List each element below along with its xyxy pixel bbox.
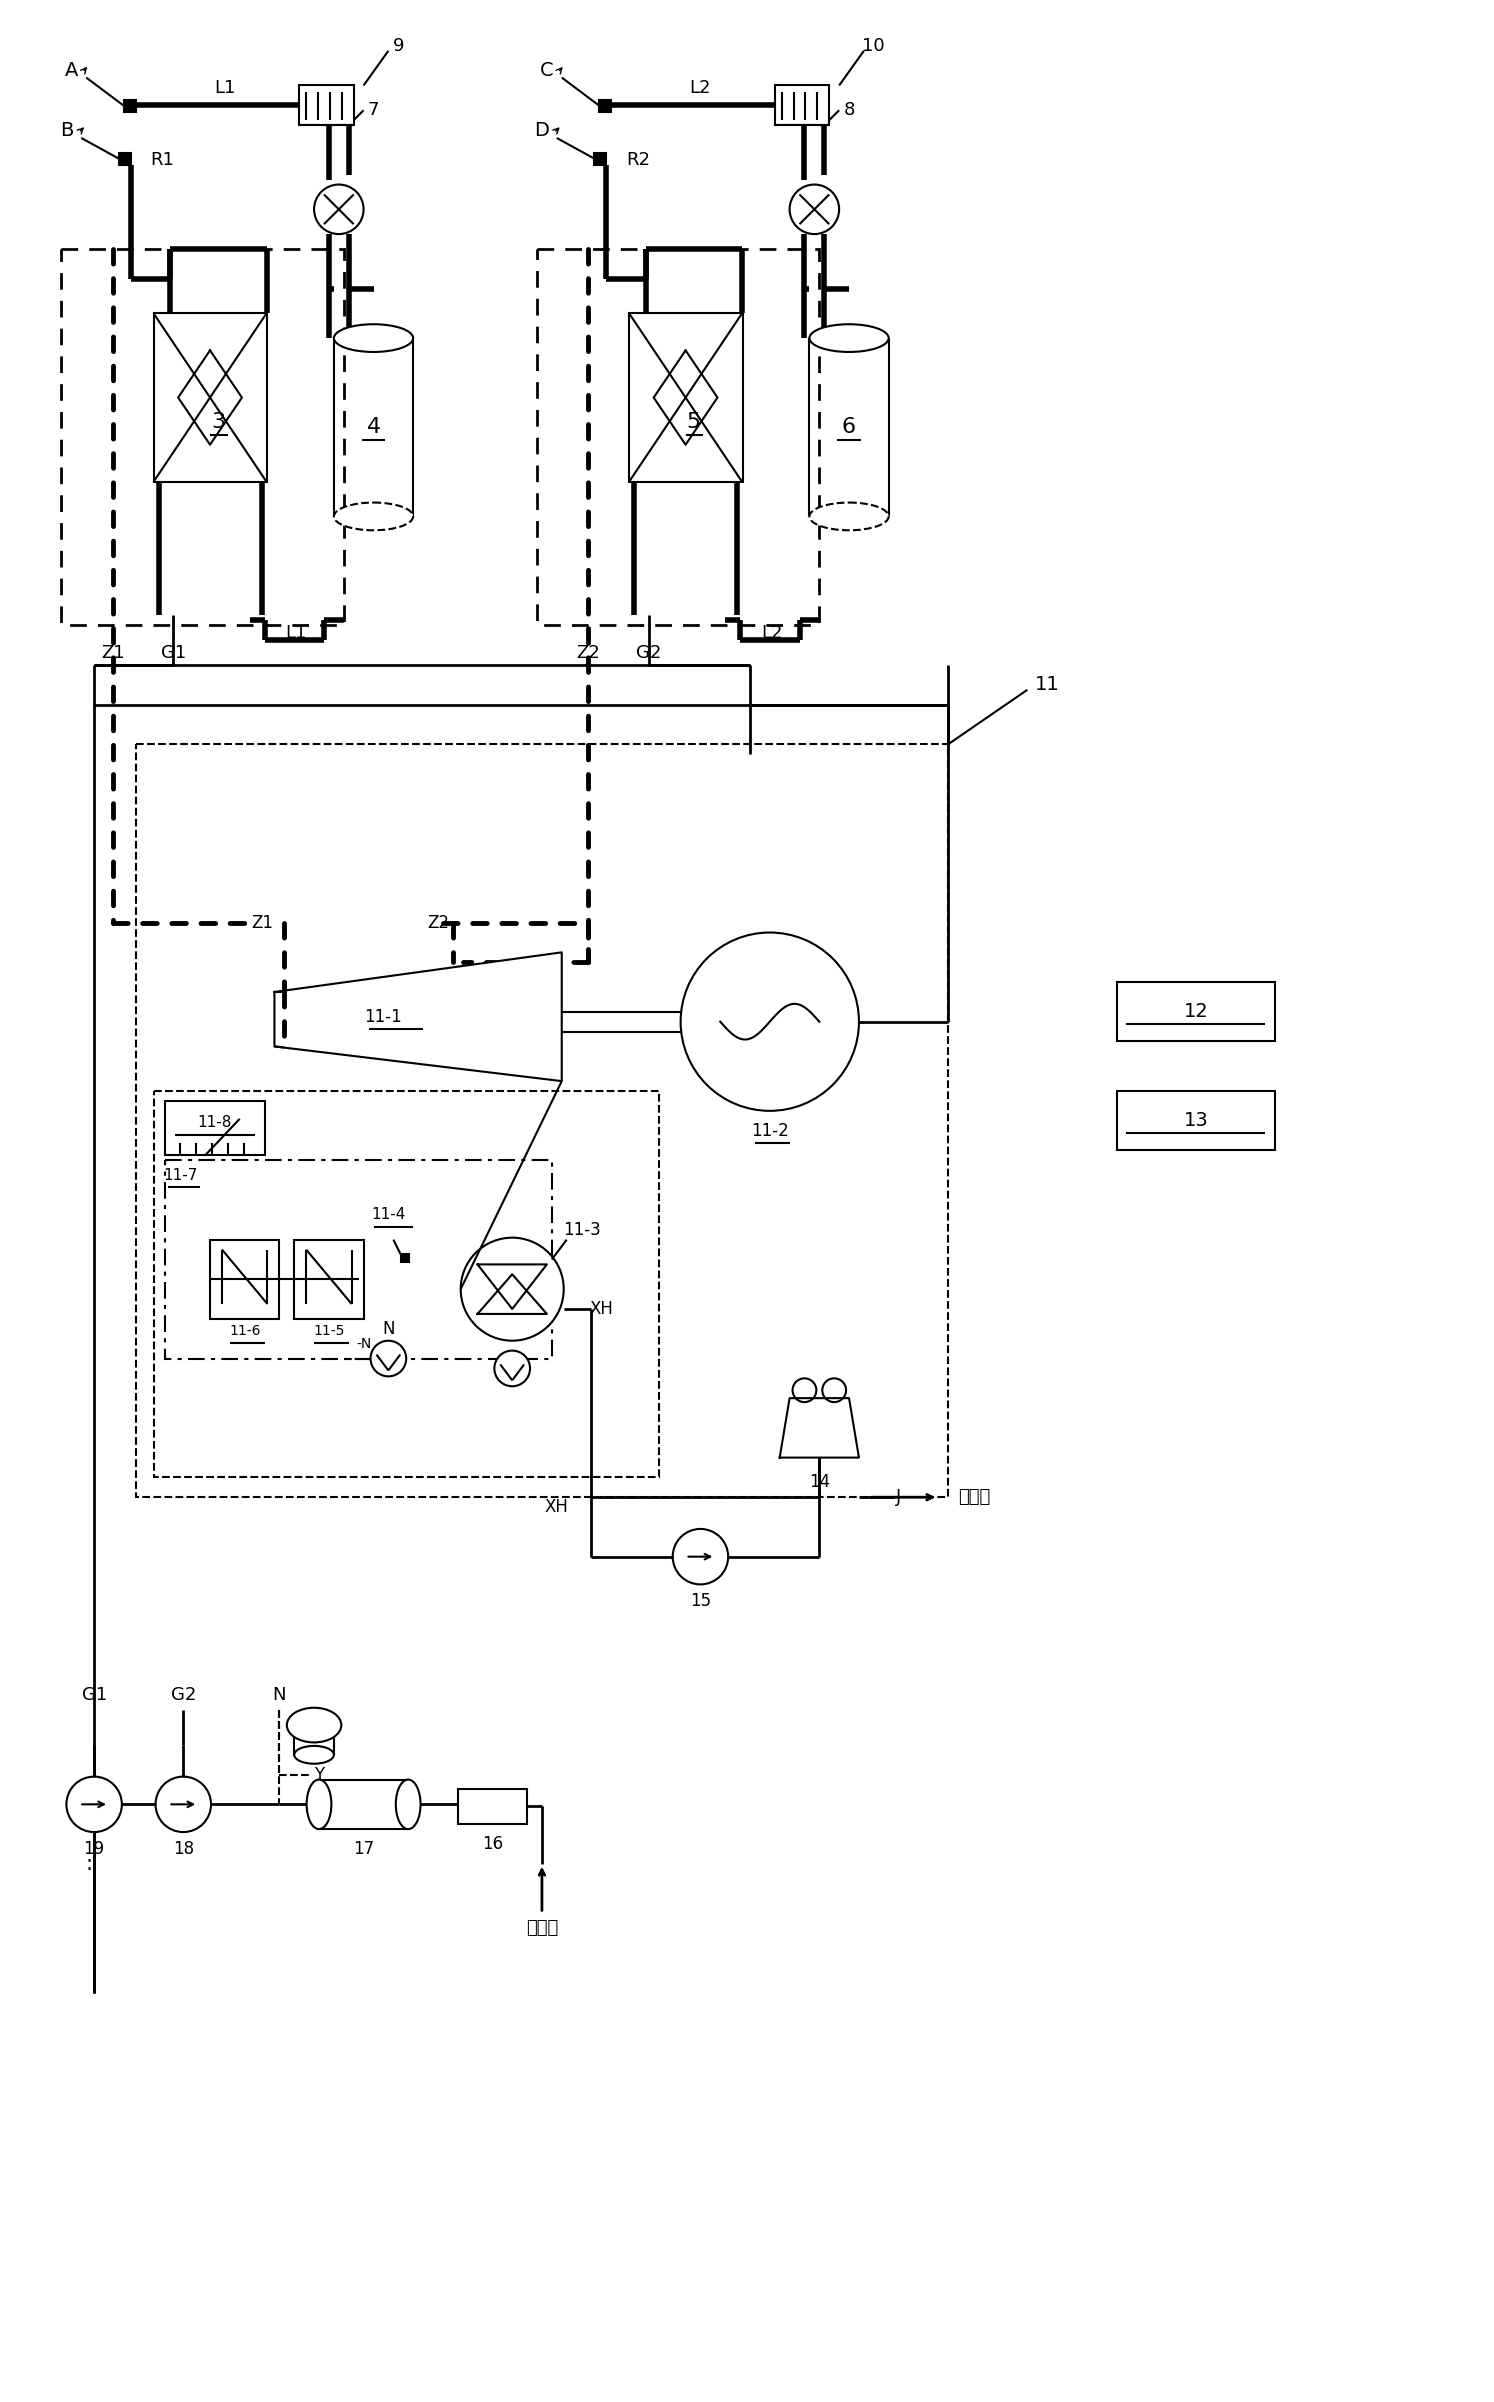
Text: 8: 8 xyxy=(843,101,855,120)
Text: Z2: Z2 xyxy=(427,913,448,932)
Text: 17: 17 xyxy=(353,1840,374,1857)
Circle shape xyxy=(672,1530,728,1585)
Ellipse shape xyxy=(810,324,889,353)
Text: 11-3: 11-3 xyxy=(563,1220,601,1239)
Text: :: : xyxy=(85,1854,93,1874)
Text: 11-2: 11-2 xyxy=(751,1122,789,1139)
Bar xyxy=(166,1100,264,1155)
Text: 16: 16 xyxy=(483,1835,503,1852)
Text: R2: R2 xyxy=(626,151,650,168)
Text: 12: 12 xyxy=(1183,1002,1209,1021)
Text: 11-7: 11-7 xyxy=(163,1167,197,1182)
Text: 9: 9 xyxy=(393,36,403,55)
Text: 15: 15 xyxy=(690,1593,711,1609)
Bar xyxy=(595,154,607,166)
Circle shape xyxy=(790,185,840,233)
Text: C: C xyxy=(539,60,554,79)
Ellipse shape xyxy=(396,1780,421,1828)
Ellipse shape xyxy=(306,1780,332,1828)
Bar xyxy=(294,1725,333,1756)
Text: 7: 7 xyxy=(368,101,379,120)
Bar xyxy=(775,86,829,125)
Bar xyxy=(402,1254,409,1263)
Text: 3: 3 xyxy=(211,413,226,432)
Polygon shape xyxy=(275,951,562,1081)
Text: Y: Y xyxy=(314,1765,324,1785)
Text: L2: L2 xyxy=(690,79,711,98)
Bar xyxy=(166,1160,551,1360)
Bar xyxy=(61,250,344,625)
Circle shape xyxy=(460,1237,563,1340)
Text: 11-8: 11-8 xyxy=(197,1115,232,1131)
Text: 接上水: 接上水 xyxy=(526,1919,559,1936)
Text: 10: 10 xyxy=(862,36,884,55)
Ellipse shape xyxy=(333,502,414,531)
Text: 6: 6 xyxy=(843,418,856,437)
Bar xyxy=(136,745,949,1496)
Text: Z2: Z2 xyxy=(577,644,601,663)
Circle shape xyxy=(66,1777,123,1833)
Text: D: D xyxy=(535,120,550,139)
Text: L1: L1 xyxy=(214,79,236,98)
Ellipse shape xyxy=(294,1746,333,1763)
Bar xyxy=(120,154,131,166)
Circle shape xyxy=(793,1379,816,1403)
Bar xyxy=(154,1091,659,1477)
Text: N: N xyxy=(272,1686,287,1705)
Bar xyxy=(211,1239,279,1319)
Text: 11-4: 11-4 xyxy=(371,1208,405,1223)
Circle shape xyxy=(371,1340,406,1376)
Bar xyxy=(294,1239,363,1319)
Ellipse shape xyxy=(333,324,414,353)
Circle shape xyxy=(822,1379,846,1403)
Text: N: N xyxy=(382,1319,394,1338)
Polygon shape xyxy=(780,1398,859,1458)
Text: Z1: Z1 xyxy=(102,644,125,663)
Polygon shape xyxy=(478,1275,547,1314)
Bar xyxy=(536,250,819,625)
Ellipse shape xyxy=(810,502,889,531)
Ellipse shape xyxy=(287,1708,341,1741)
Text: L2: L2 xyxy=(760,625,783,641)
Text: XH: XH xyxy=(590,1299,614,1319)
Text: B: B xyxy=(60,120,73,139)
Bar xyxy=(629,312,743,483)
Text: L1: L1 xyxy=(285,625,306,641)
Text: 11-6: 11-6 xyxy=(229,1324,260,1338)
Circle shape xyxy=(681,932,859,1110)
Polygon shape xyxy=(478,1263,547,1309)
Bar xyxy=(599,101,611,113)
Circle shape xyxy=(495,1350,530,1386)
Bar xyxy=(299,86,354,125)
Text: G1: G1 xyxy=(82,1686,106,1705)
Text: 接上水: 接上水 xyxy=(958,1489,991,1506)
Circle shape xyxy=(155,1777,211,1833)
Text: 5: 5 xyxy=(686,413,701,432)
Bar xyxy=(1116,1091,1274,1151)
Text: 11-1: 11-1 xyxy=(365,1009,402,1026)
Text: -N: -N xyxy=(356,1336,371,1350)
Text: 4: 4 xyxy=(366,418,381,437)
Text: 14: 14 xyxy=(808,1472,829,1492)
Text: G2: G2 xyxy=(636,644,662,663)
Text: A: A xyxy=(64,60,78,79)
Bar xyxy=(124,101,136,113)
Bar xyxy=(1116,982,1274,1042)
Text: Z1: Z1 xyxy=(251,913,273,932)
Text: G1: G1 xyxy=(161,644,187,663)
Text: 18: 18 xyxy=(173,1840,194,1857)
Text: 13: 13 xyxy=(1183,1112,1209,1131)
Text: J: J xyxy=(896,1489,901,1506)
Circle shape xyxy=(314,185,363,233)
Text: 11-5: 11-5 xyxy=(314,1324,345,1338)
Bar xyxy=(457,1789,527,1823)
Text: G2: G2 xyxy=(170,1686,196,1705)
Text: R1: R1 xyxy=(151,151,175,168)
Text: 11: 11 xyxy=(1035,675,1059,694)
Text: XH: XH xyxy=(545,1499,569,1516)
Text: 19: 19 xyxy=(84,1840,105,1857)
Bar xyxy=(154,312,267,483)
